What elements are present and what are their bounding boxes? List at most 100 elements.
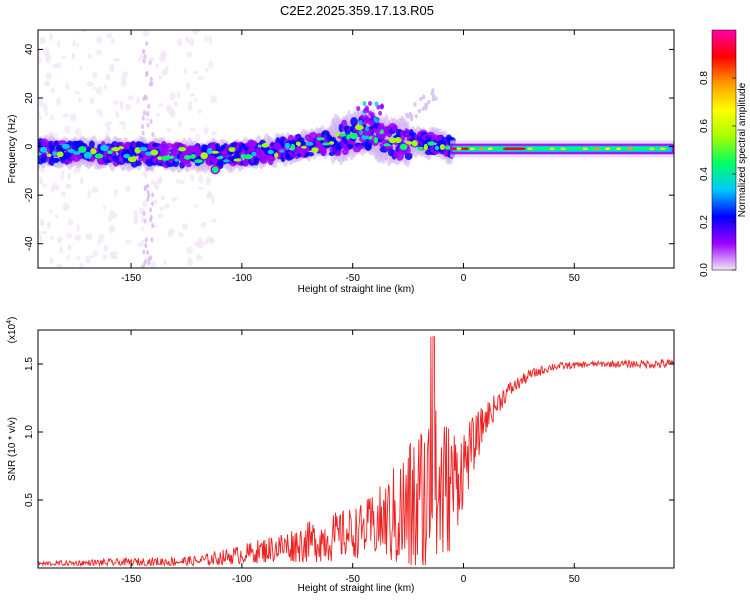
noise-dot [38, 111, 41, 116]
plume-tail [431, 97, 435, 102]
band-peak [244, 154, 253, 160]
tone-peak [478, 147, 485, 151]
band-peak [322, 142, 330, 146]
noise-dot [76, 256, 81, 260]
band-peak [52, 151, 58, 156]
noise-dot [210, 95, 217, 104]
top-y-axis-label: Frequency (Hz) [7, 115, 18, 184]
noise-dot [82, 30, 87, 33]
noise-dot [112, 100, 120, 105]
band-peak [290, 143, 296, 151]
noise-dot [96, 109, 101, 114]
noise-dot [146, 250, 150, 256]
spectrogram-marks [38, 30, 674, 268]
noise-dot [142, 249, 146, 255]
noise-dot [211, 218, 217, 223]
noise-dot [38, 116, 43, 120]
snr-frame [37, 329, 675, 569]
noise-dot [178, 120, 183, 128]
noise-dot [122, 71, 129, 77]
noise-dot [74, 234, 82, 241]
noise-dot [208, 61, 214, 69]
noise-dot [143, 94, 147, 100]
plume-tail [414, 114, 418, 119]
noise-dot [74, 91, 81, 95]
bottom-y-tick-label: 0.5 [24, 493, 35, 507]
noise-dot [87, 53, 92, 59]
noise-dot [144, 258, 148, 264]
noise-dot [125, 103, 132, 111]
noise-dot [76, 223, 80, 233]
noise-dot [197, 108, 203, 114]
noise-dot [60, 191, 67, 197]
noise-dot [158, 75, 162, 80]
noise-dot [52, 182, 58, 190]
plume-blob [374, 101, 379, 107]
plume-tail [421, 94, 426, 100]
noise-dot [65, 183, 72, 189]
colorbar-tick-label: 0.0 [699, 263, 710, 277]
noise-dot [166, 128, 172, 133]
noise-dot [39, 218, 45, 227]
colorbar-tick-label: 0.6 [699, 119, 710, 133]
noise-dot [144, 237, 148, 243]
plume-blob [363, 130, 368, 136]
noise-dot [198, 174, 204, 184]
noise-dot [44, 110, 48, 117]
noise-dot [143, 53, 147, 59]
noise-dot [151, 132, 155, 138]
noise-dot [146, 111, 150, 117]
noise-dot [72, 39, 76, 48]
noise-dot [140, 215, 145, 223]
noise-dot [45, 56, 51, 64]
noise-dot [155, 185, 160, 191]
noise-dot [183, 68, 187, 75]
bottom-x-axis-label: Height of straight line (km) [298, 583, 415, 594]
noise-dot [125, 185, 131, 193]
band-peak [394, 136, 402, 144]
plume-blob [368, 128, 373, 134]
noise-dot [111, 255, 119, 260]
plume-blob [363, 114, 368, 120]
top-y-tick-label: 20 [24, 92, 35, 104]
noise-dot [47, 221, 51, 230]
band-peak [100, 144, 109, 152]
band-peak [251, 151, 257, 157]
band-peak [46, 153, 52, 158]
plume-tail [427, 99, 431, 104]
band-peak [94, 153, 104, 159]
noise-dot [103, 245, 108, 252]
noise-dot [169, 92, 177, 101]
plume-tail [434, 96, 438, 101]
band-peak [439, 144, 445, 150]
colorbar-tick-label: 0.2 [699, 215, 710, 229]
band-peak [223, 159, 230, 163]
noise-dot [148, 60, 152, 66]
band-peak [329, 141, 335, 145]
noise-dot [89, 97, 95, 105]
noise-dot [147, 256, 151, 262]
band-blob [404, 152, 413, 161]
noise-dot [142, 110, 146, 116]
plume-tail [424, 102, 428, 107]
noise-dot [197, 241, 204, 249]
noise-dot [38, 230, 42, 236]
noise-dot [113, 188, 118, 197]
noise-dot [203, 127, 209, 135]
band-blob [253, 156, 260, 166]
colorbar: 0.0 0.2 0.4 0.6 0.8 Normalized spectral ampl… [699, 29, 748, 277]
noise-dot [147, 103, 151, 109]
band-peak [161, 155, 170, 161]
plume-tail [400, 125, 404, 131]
noise-dot [158, 103, 163, 107]
tone-peak [516, 147, 527, 151]
noise-dot [210, 131, 218, 136]
colorbar-tick-label: 0.4 [699, 167, 710, 181]
colorbar-gradient [711, 29, 737, 271]
noise-dot [110, 251, 118, 256]
top-y-tick-label: -20 [24, 187, 35, 202]
noise-dot [63, 125, 71, 134]
band-peak [178, 147, 187, 152]
noise-dot [39, 176, 43, 185]
noise-dot [91, 186, 99, 193]
